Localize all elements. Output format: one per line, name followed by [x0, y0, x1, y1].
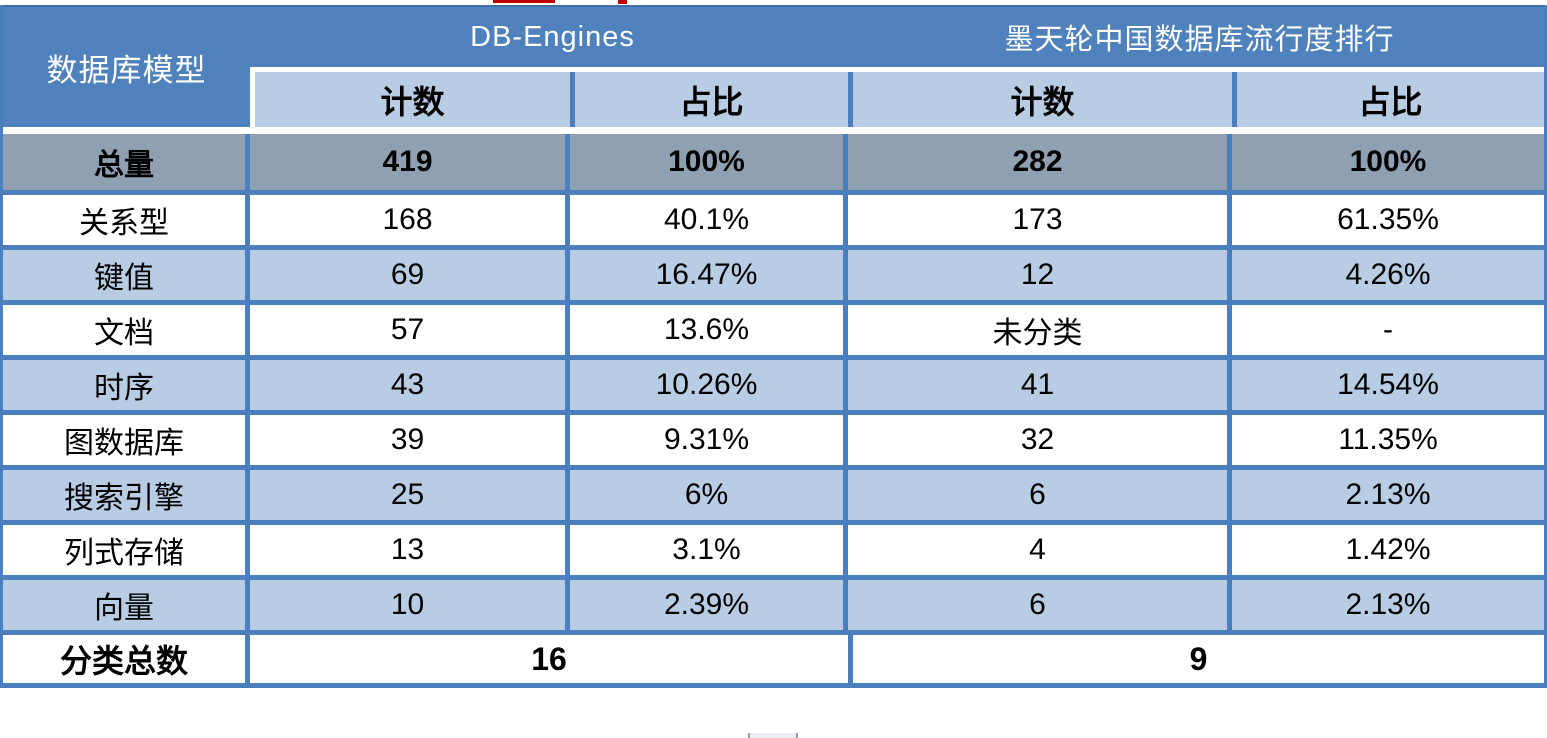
- cell-value: 6: [843, 470, 1227, 520]
- row-label: 搜索引擎: [3, 470, 245, 520]
- red-text-artifact: [618, 0, 627, 4]
- row-label: 总量: [3, 134, 245, 190]
- cell-value: 100%: [565, 134, 843, 190]
- cell-value: 10: [245, 580, 565, 630]
- category-total-row: 分类总数 16 9: [3, 630, 1544, 688]
- cell-value: 43: [245, 360, 565, 410]
- cell-value: 2.13%: [1227, 580, 1544, 630]
- row-label: 文档: [3, 305, 245, 355]
- cell-value: 41: [843, 360, 1227, 410]
- table-row-graph: 图数据库 39 9.31% 32 11.35%: [3, 410, 1544, 465]
- group-header-motianlun: 墨天轮中国数据库流行度排行: [1004, 24, 1395, 56]
- cell-value: 3.1%: [565, 525, 843, 575]
- row-label: 键值: [3, 250, 245, 300]
- cell-value: 419: [245, 134, 565, 190]
- cell-value: 32: [843, 415, 1227, 465]
- column-group-row: DB-Engines 墨天轮中国数据库流行度排行: [250, 7, 1544, 67]
- subheader-share-2: 占比: [1232, 72, 1544, 127]
- cell-value: 168: [245, 195, 565, 245]
- cell-value: 13.6%: [565, 305, 843, 355]
- cell-value: -: [1227, 305, 1544, 355]
- row-label: 图数据库: [3, 415, 245, 465]
- red-text-artifact: [493, 0, 555, 3]
- cell-value: 14.54%: [1227, 360, 1544, 410]
- group-header-db-engines: DB-Engines: [470, 20, 635, 53]
- subheader-share-1: 占比: [570, 72, 848, 127]
- table-row-search-engine: 搜索引擎 25 6% 6 2.13%: [3, 465, 1544, 520]
- subheader-row: 计数 占比 计数 占比: [250, 72, 1544, 127]
- table-row-time-series: 时序 43 10.26% 41 14.54%: [3, 355, 1544, 410]
- table-row-relational: 关系型 168 40.1% 173 61.35%: [3, 190, 1544, 245]
- row-label: 关系型: [3, 195, 245, 245]
- cell-value: 25: [245, 470, 565, 520]
- row-label: 列式存储: [3, 525, 245, 575]
- cell-value: 13: [245, 525, 565, 575]
- cell-value: 173: [843, 195, 1227, 245]
- cell-value: 2.39%: [565, 580, 843, 630]
- row-label: 向量: [3, 580, 245, 630]
- total-row: 总量 419 100% 282 100%: [3, 134, 1544, 190]
- cell-value: 6%: [565, 470, 843, 520]
- subheader-count-1: 计数: [255, 72, 570, 127]
- cell-value: 9.31%: [565, 415, 843, 465]
- table-row-document: 文档 57 13.6% 未分类 -: [3, 300, 1544, 355]
- cell-value: 6: [843, 580, 1227, 630]
- merged-cell-motianlun-categories: 9: [848, 635, 1544, 683]
- cell-value: 57: [245, 305, 565, 355]
- cell-value: 4: [843, 525, 1227, 575]
- cell-value: 100%: [1227, 134, 1544, 190]
- cell-value: 4.26%: [1227, 250, 1544, 300]
- table-header: 数据库模型 DB-Engines 墨天轮中国数据库流行度排行 计数 占比 计数 …: [3, 5, 1544, 127]
- table-row-column-store: 列式存储 13 3.1% 4 1.42%: [3, 520, 1544, 575]
- table-row-key-value: 键值 69 16.47% 12 4.26%: [3, 245, 1544, 300]
- corner-header-cell: 数据库模型: [3, 7, 250, 127]
- table-row-vector: 向量 10 2.39% 6 2.13%: [3, 575, 1544, 630]
- cell-value: 11.35%: [1227, 415, 1544, 465]
- cell-value: 16.47%: [565, 250, 843, 300]
- cell-value: 39: [245, 415, 565, 465]
- row-label: 分类总数: [3, 635, 245, 683]
- header-divider: [250, 67, 1544, 72]
- header-right-block: DB-Engines 墨天轮中国数据库流行度排行 计数 占比 计数 占比: [250, 7, 1544, 127]
- cell-value: 1.42%: [1227, 525, 1544, 575]
- section-divider: [3, 127, 1544, 134]
- scrollbar-fragment: [748, 733, 798, 738]
- row-label: 时序: [3, 360, 245, 410]
- cell-value: 282: [843, 134, 1227, 190]
- cell-value: 40.1%: [565, 195, 843, 245]
- database-model-comparison-table: 数据库模型 DB-Engines 墨天轮中国数据库流行度排行 计数 占比 计数 …: [0, 5, 1547, 688]
- cell-value: 12: [843, 250, 1227, 300]
- subheader-count-2: 计数: [848, 72, 1232, 127]
- cell-value: 69: [245, 250, 565, 300]
- cell-value: 61.35%: [1227, 195, 1544, 245]
- cropped-text-strip: [0, 0, 1547, 5]
- cell-value: 10.26%: [565, 360, 843, 410]
- cell-value: 2.13%: [1227, 470, 1544, 520]
- cell-value: 未分类: [843, 305, 1227, 355]
- merged-cell-db-engines-categories: 16: [245, 635, 848, 683]
